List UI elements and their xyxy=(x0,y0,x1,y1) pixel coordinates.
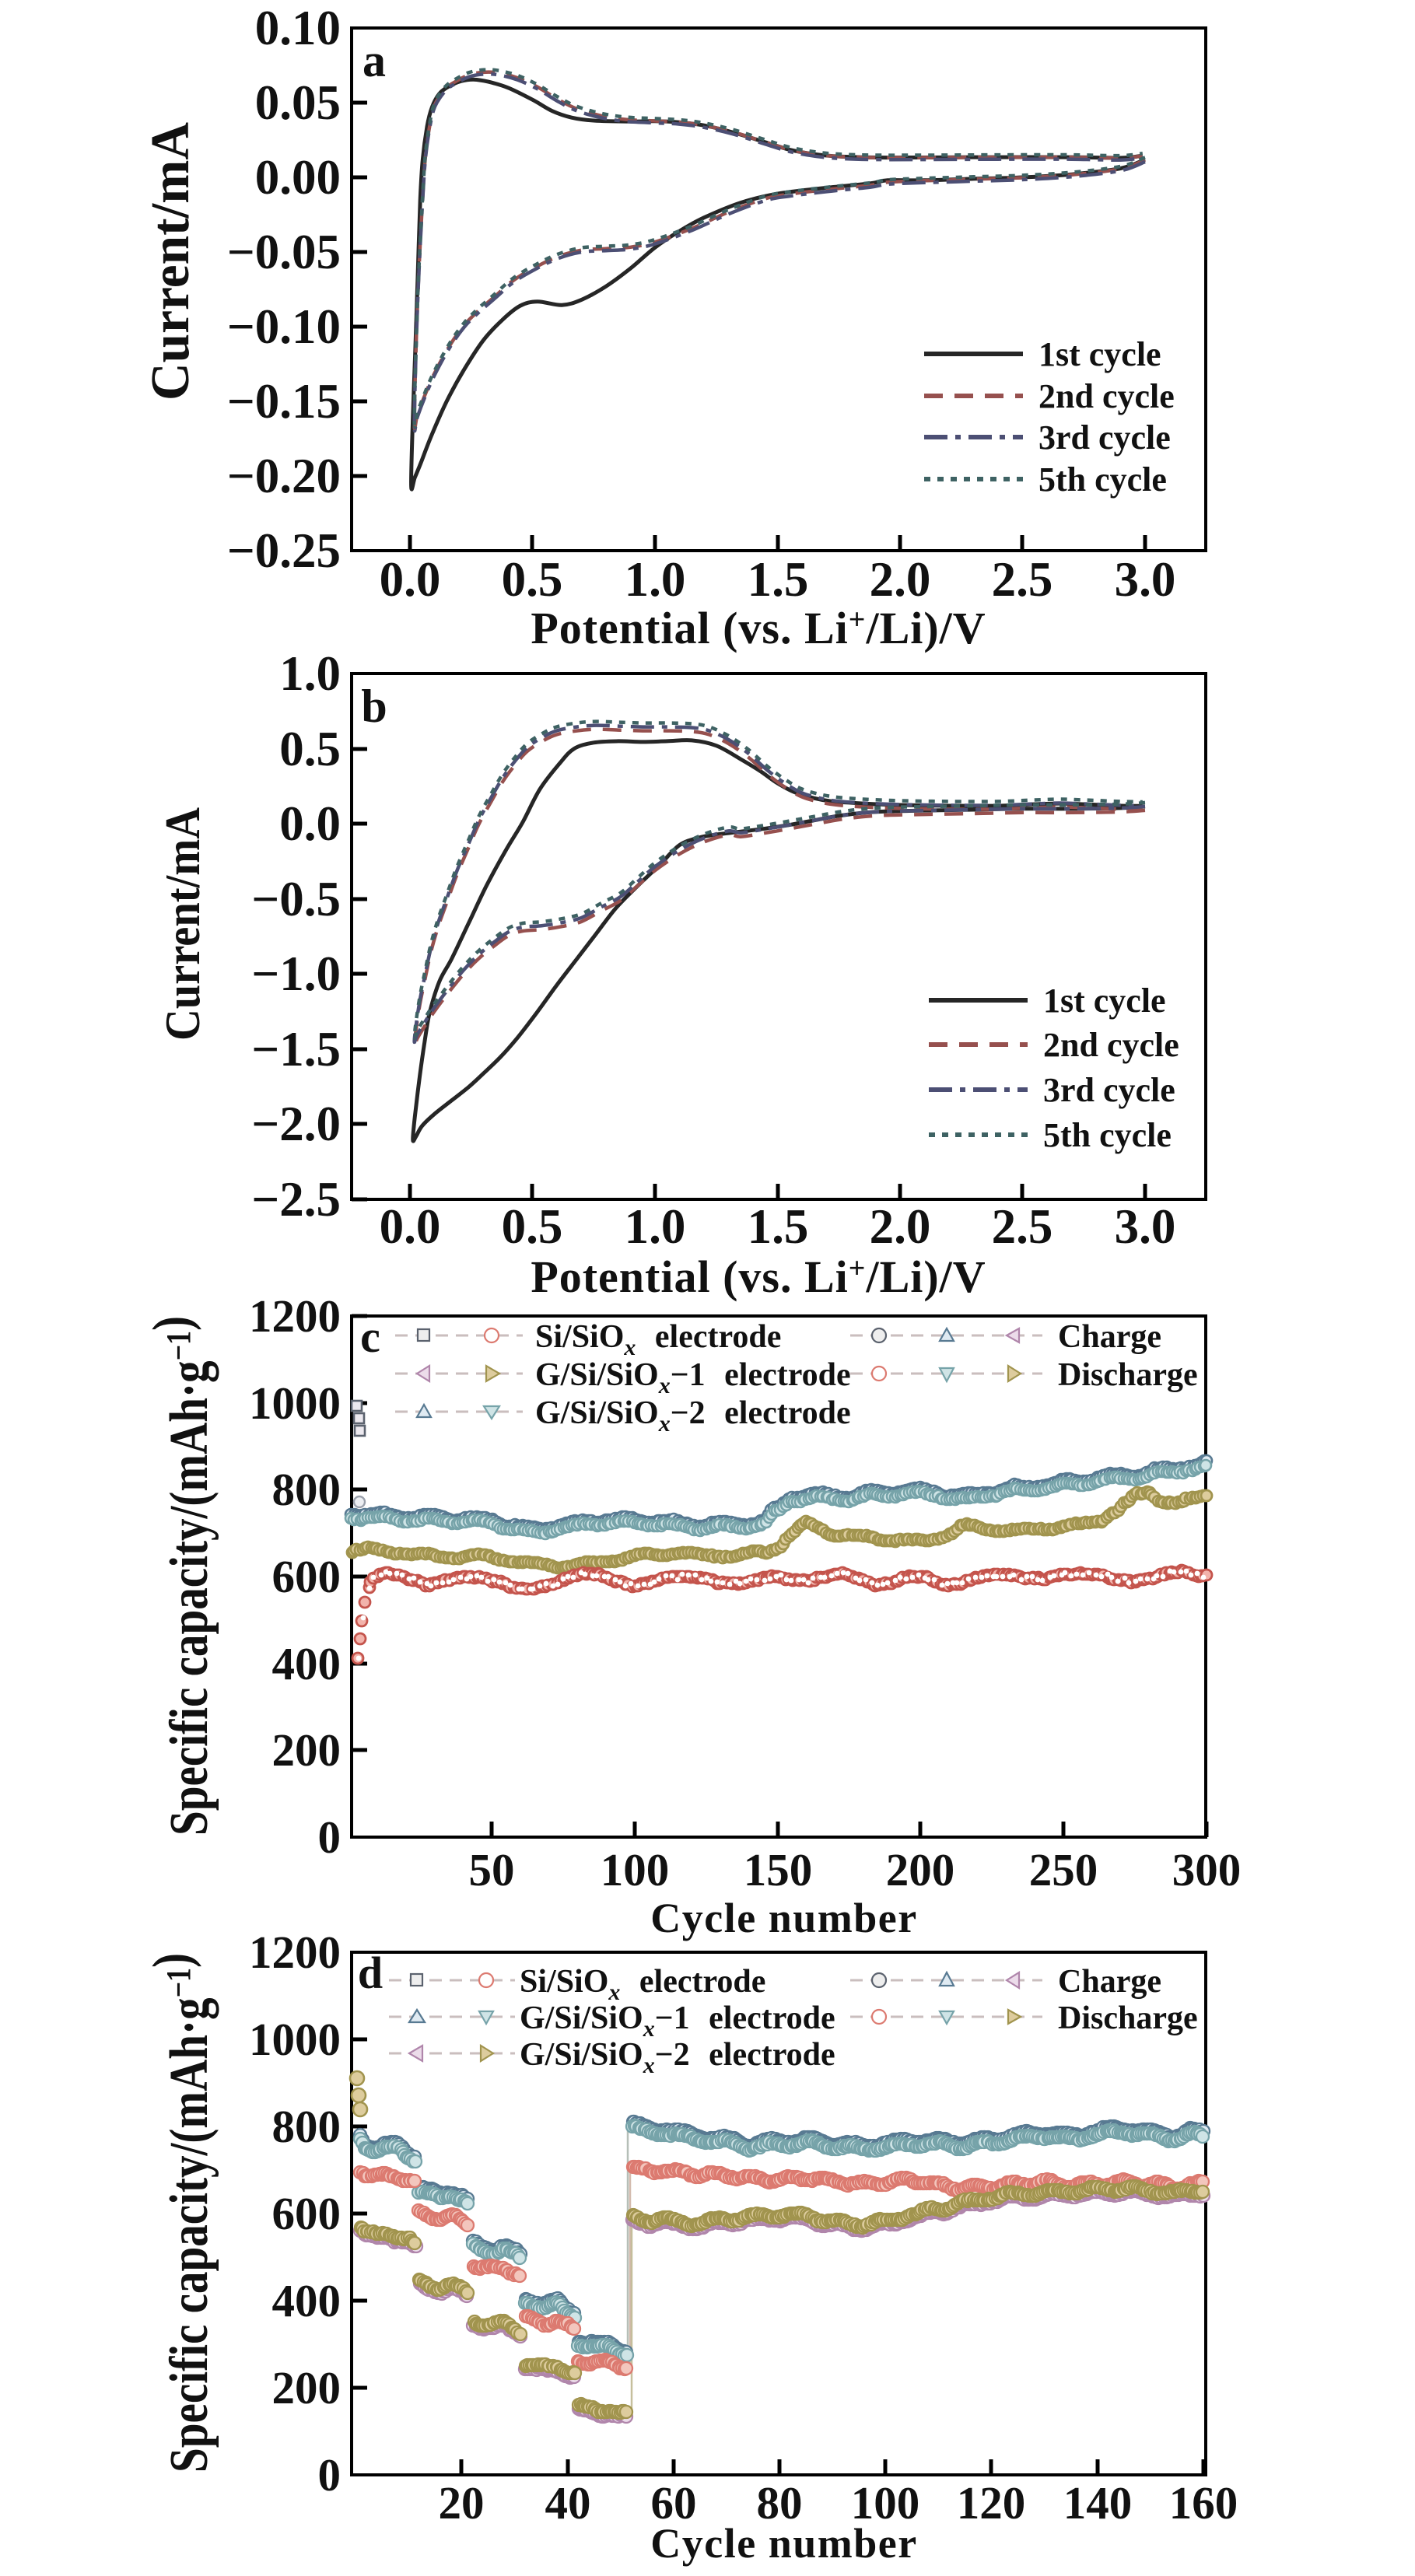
svg-text:Charge: Charge xyxy=(1058,1319,1161,1355)
svg-text:200: 200 xyxy=(272,1724,341,1776)
svg-text:G/Si/SiOx−2 electrode: G/Si/SiOx−2 electrode xyxy=(520,2037,835,2078)
svg-text:2.5: 2.5 xyxy=(992,1199,1053,1254)
svg-text:Current/mA: Current/mA xyxy=(155,807,210,1041)
svg-text:Discharge: Discharge xyxy=(1058,1357,1198,1393)
svg-text:3.0: 3.0 xyxy=(1115,1199,1176,1254)
svg-text:−0.05: −0.05 xyxy=(227,225,341,279)
svg-text:0.0: 0.0 xyxy=(380,552,441,607)
svg-text:d: d xyxy=(358,1948,383,1998)
svg-text:60: 60 xyxy=(651,2477,697,2529)
svg-text:3rd cycle: 3rd cycle xyxy=(1043,1071,1175,1109)
svg-text:3rd cycle: 3rd cycle xyxy=(1038,418,1171,457)
svg-text:Si/SiOx electrode: Si/SiOx electrode xyxy=(535,1319,781,1360)
svg-text:800: 800 xyxy=(272,2101,341,2152)
svg-text:1st cycle: 1st cycle xyxy=(1038,335,1161,373)
svg-text:2.5: 2.5 xyxy=(992,552,1053,607)
svg-text:Si/SiOx electrode: Si/SiOx electrode xyxy=(520,1964,765,2005)
svg-text:−0.25: −0.25 xyxy=(227,523,341,578)
svg-text:140: 140 xyxy=(1063,2477,1133,2529)
svg-text:1.0: 1.0 xyxy=(625,1199,686,1254)
svg-text:5th cycle: 5th cycle xyxy=(1043,1116,1172,1154)
svg-text:Discharge: Discharge xyxy=(1058,2000,1198,2036)
svg-text:Charge: Charge xyxy=(1058,1964,1161,2000)
svg-text:0.5: 0.5 xyxy=(502,552,563,607)
svg-text:−0.15: −0.15 xyxy=(227,374,341,429)
svg-text:1.5: 1.5 xyxy=(748,1199,809,1254)
svg-text:G/Si/SiOx−2 electrode: G/Si/SiOx−2 electrode xyxy=(535,1395,851,1437)
svg-text:0.0: 0.0 xyxy=(279,796,341,851)
svg-text:1200: 1200 xyxy=(249,1290,341,1342)
svg-text:0.00: 0.00 xyxy=(255,150,341,205)
svg-text:2.0: 2.0 xyxy=(870,1199,931,1254)
svg-text:200: 200 xyxy=(886,1844,955,1895)
svg-text:−2.5: −2.5 xyxy=(251,1172,341,1227)
svg-text:Potential (vs. Li+/Li)/V: Potential (vs. Li+/Li)/V xyxy=(531,1251,986,1302)
svg-text:0.0: 0.0 xyxy=(380,1199,441,1254)
svg-text:50: 50 xyxy=(469,1844,515,1895)
svg-text:Potential (vs. Li+/Li)/V: Potential (vs. Li+/Li)/V xyxy=(531,603,986,653)
svg-text:20: 20 xyxy=(439,2477,485,2529)
svg-text:G/Si/SiOx−1 electrode: G/Si/SiOx−1 electrode xyxy=(535,1357,851,1398)
svg-text:Cycle number: Cycle number xyxy=(650,1895,917,1941)
svg-text:400: 400 xyxy=(272,1638,341,1689)
svg-text:G/Si/SiOx−1 electrode: G/Si/SiOx−1 electrode xyxy=(520,2000,835,2042)
svg-text:0: 0 xyxy=(318,1811,341,1863)
svg-text:2nd cycle: 2nd cycle xyxy=(1043,1026,1179,1064)
svg-text:600: 600 xyxy=(272,2188,341,2239)
svg-text:c: c xyxy=(360,1311,380,1362)
svg-text:150: 150 xyxy=(744,1844,813,1895)
svg-text:0.10: 0.10 xyxy=(255,1,341,55)
svg-text:0.5: 0.5 xyxy=(502,1199,563,1254)
svg-text:160: 160 xyxy=(1169,2477,1238,2529)
svg-text:1200: 1200 xyxy=(249,1927,341,1978)
svg-text:−0.5: −0.5 xyxy=(251,872,341,926)
svg-text:100: 100 xyxy=(851,2477,920,2529)
svg-text:1000: 1000 xyxy=(249,1377,341,1429)
svg-text:200: 200 xyxy=(272,2362,341,2413)
svg-text:−0.20: −0.20 xyxy=(227,449,341,503)
svg-text:40: 40 xyxy=(545,2477,591,2529)
svg-text:Cycle number: Cycle number xyxy=(650,2520,917,2567)
svg-text:120: 120 xyxy=(957,2477,1026,2529)
svg-text:Current/mA: Current/mA xyxy=(141,122,201,401)
svg-text:0: 0 xyxy=(318,2449,341,2501)
svg-text:300: 300 xyxy=(1172,1844,1242,1895)
svg-text:80: 80 xyxy=(757,2477,803,2529)
svg-text:−0.10: −0.10 xyxy=(227,299,341,354)
svg-text:100: 100 xyxy=(601,1844,670,1895)
svg-text:−1.5: −1.5 xyxy=(251,1022,341,1076)
svg-text:800: 800 xyxy=(272,1464,341,1515)
svg-text:0.5: 0.5 xyxy=(279,722,341,776)
svg-text:1.0: 1.0 xyxy=(625,552,686,607)
svg-text:−1.0: −1.0 xyxy=(251,947,341,1001)
svg-text:2nd cycle: 2nd cycle xyxy=(1038,377,1175,415)
svg-text:400: 400 xyxy=(272,2275,341,2326)
svg-text:0.05: 0.05 xyxy=(255,75,341,130)
svg-text:2.0: 2.0 xyxy=(870,552,931,607)
svg-text:1.5: 1.5 xyxy=(748,552,809,607)
svg-text:250: 250 xyxy=(1029,1844,1098,1895)
svg-text:1st cycle: 1st cycle xyxy=(1043,982,1166,1020)
svg-text:1000: 1000 xyxy=(249,2014,341,2065)
svg-text:a: a xyxy=(363,35,386,86)
svg-text:3.0: 3.0 xyxy=(1115,552,1176,607)
svg-text:600: 600 xyxy=(272,1551,341,1602)
svg-text:−2.0: −2.0 xyxy=(251,1097,341,1151)
svg-text:b: b xyxy=(361,681,387,732)
svg-text:1.0: 1.0 xyxy=(279,646,341,701)
svg-text:5th cycle: 5th cycle xyxy=(1038,460,1167,499)
